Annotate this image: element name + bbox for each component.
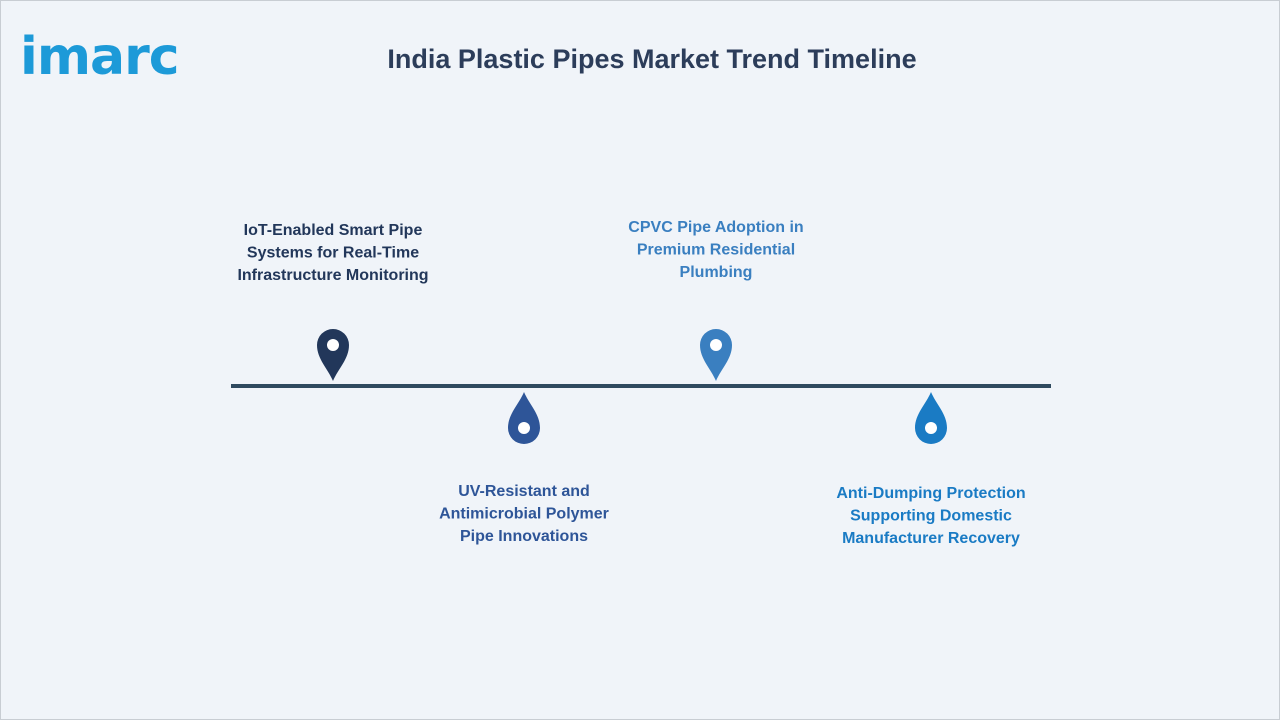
item-label: Manufacturer Recovery [842, 530, 1020, 547]
timeline-item: CPVC Pipe Adoption in Premium Residential… [628, 219, 804, 381]
pin-marker [700, 329, 732, 381]
pin-hole [710, 339, 722, 351]
timeline-item: IoT-Enabled Smart Pipe Systems for Real-T… [237, 222, 429, 381]
item-label: CPVC Pipe Adoption in [628, 219, 803, 236]
item-label: Plumbing [680, 264, 753, 281]
item-label: Systems for Real-Time [247, 245, 419, 262]
item-label: Pipe Innovations [460, 528, 588, 545]
title: India Plastic Pipes Market Trend Timelin… [387, 44, 916, 74]
pin [915, 392, 947, 444]
pin-marker [915, 392, 947, 444]
logo: imarc [20, 27, 179, 87]
item-label: Anti-Dumping Protection [836, 485, 1025, 502]
pin-marker [317, 329, 349, 381]
item-label: Infrastructure Monitoring [237, 267, 428, 284]
item-label: Antimicrobial Polymer [439, 506, 609, 523]
pin [317, 329, 349, 381]
pin [508, 392, 540, 444]
pin [700, 329, 732, 381]
item-label: IoT-Enabled Smart Pipe [244, 222, 423, 239]
pin-marker [508, 392, 540, 444]
pin-hole [327, 339, 339, 351]
item-label: UV-Resistant and [458, 483, 590, 500]
timeline-item: Anti-Dumping Protection Supporting Domest… [836, 392, 1026, 547]
pin-hole [925, 422, 937, 434]
items: IoT-Enabled Smart Pipe Systems for Real-T… [237, 219, 1025, 547]
item-label: Supporting Domestic [850, 508, 1012, 525]
pin-hole [518, 422, 530, 434]
timeline-item: UV-Resistant and Antimicrobial Polymer Pip… [439, 392, 609, 545]
item-label: Premium Residential [637, 242, 795, 259]
